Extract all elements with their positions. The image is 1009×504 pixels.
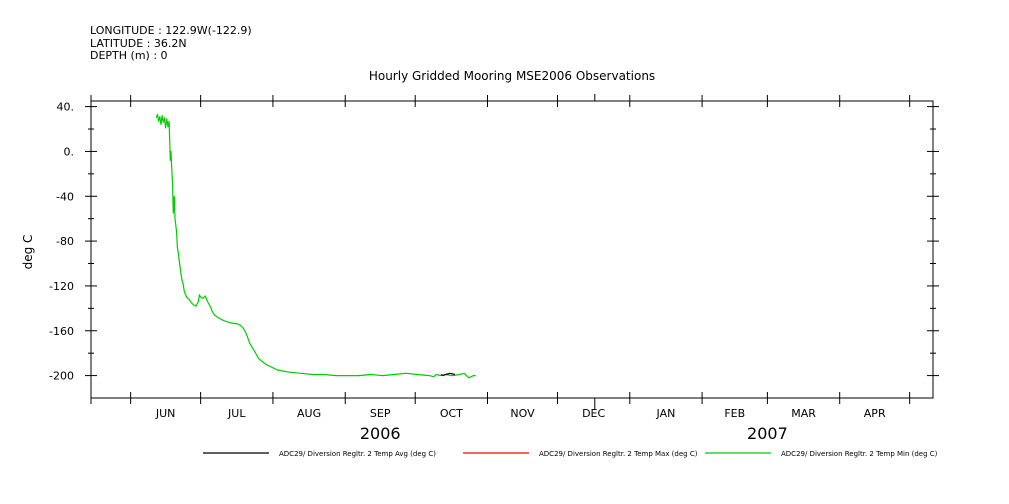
- legend-label: ADC29/ Diversion Regltr. 2 Temp Avg (deg…: [279, 450, 436, 458]
- x-month-label: AUG: [297, 407, 321, 420]
- x-axis: JUN JUL AUG SEP OCT NOV DEC JAN FEB MAR APR 2006 200…: [90, 94, 911, 443]
- y-tick-label: 40.: [57, 101, 75, 114]
- x-year-label: 2006: [360, 424, 401, 443]
- x-month-label: MAR: [791, 407, 816, 420]
- x-month-label: SEP: [370, 407, 391, 420]
- x-month-label: NOV: [510, 407, 535, 420]
- series-layer: [155, 113, 476, 379]
- y-axis: 40. 0. -40 -80 -120 -160 -200: [49, 101, 939, 383]
- x-year-label: 2007: [747, 424, 788, 443]
- x-month-label: FEB: [724, 407, 745, 420]
- legend-label: ADC29/ Diversion Regltr. 2 Temp Max (deg…: [539, 450, 698, 458]
- longitude-label: LONGITUDE : 122.9W(-122.9): [90, 24, 252, 37]
- y-axis-label: deg C: [21, 235, 35, 270]
- y-tick-label: -160: [49, 325, 74, 338]
- legend: ADC29/ Diversion Regltr. 2 Temp Avg (deg…: [203, 450, 938, 458]
- y-tick-label: -80: [56, 235, 74, 248]
- chart-title: Hourly Gridded Mooring MSE2006 Observati…: [369, 69, 655, 83]
- y-tick-label: -40: [56, 190, 74, 203]
- series-line: [440, 372, 456, 377]
- y-tick-label: 0.: [64, 145, 75, 158]
- x-month-label: OCT: [440, 407, 463, 420]
- x-month-label: JAN: [656, 407, 676, 420]
- x-month-label: DEC: [582, 407, 605, 420]
- x-month-label: JUN: [155, 407, 176, 420]
- x-month-label: APR: [864, 407, 886, 420]
- x-month-label: JUL: [227, 407, 246, 420]
- series-line: [155, 113, 476, 379]
- latitude-label: LATITUDE : 36.2N: [90, 37, 187, 50]
- depth-label: DEPTH (m) : 0: [90, 49, 168, 62]
- y-tick-label: -200: [49, 370, 74, 383]
- plot-frame: [90, 100, 934, 399]
- y-tick-label: -120: [49, 280, 74, 293]
- legend-label: ADC29/ Diversion Regltr. 2 Temp Min (deg…: [781, 450, 938, 458]
